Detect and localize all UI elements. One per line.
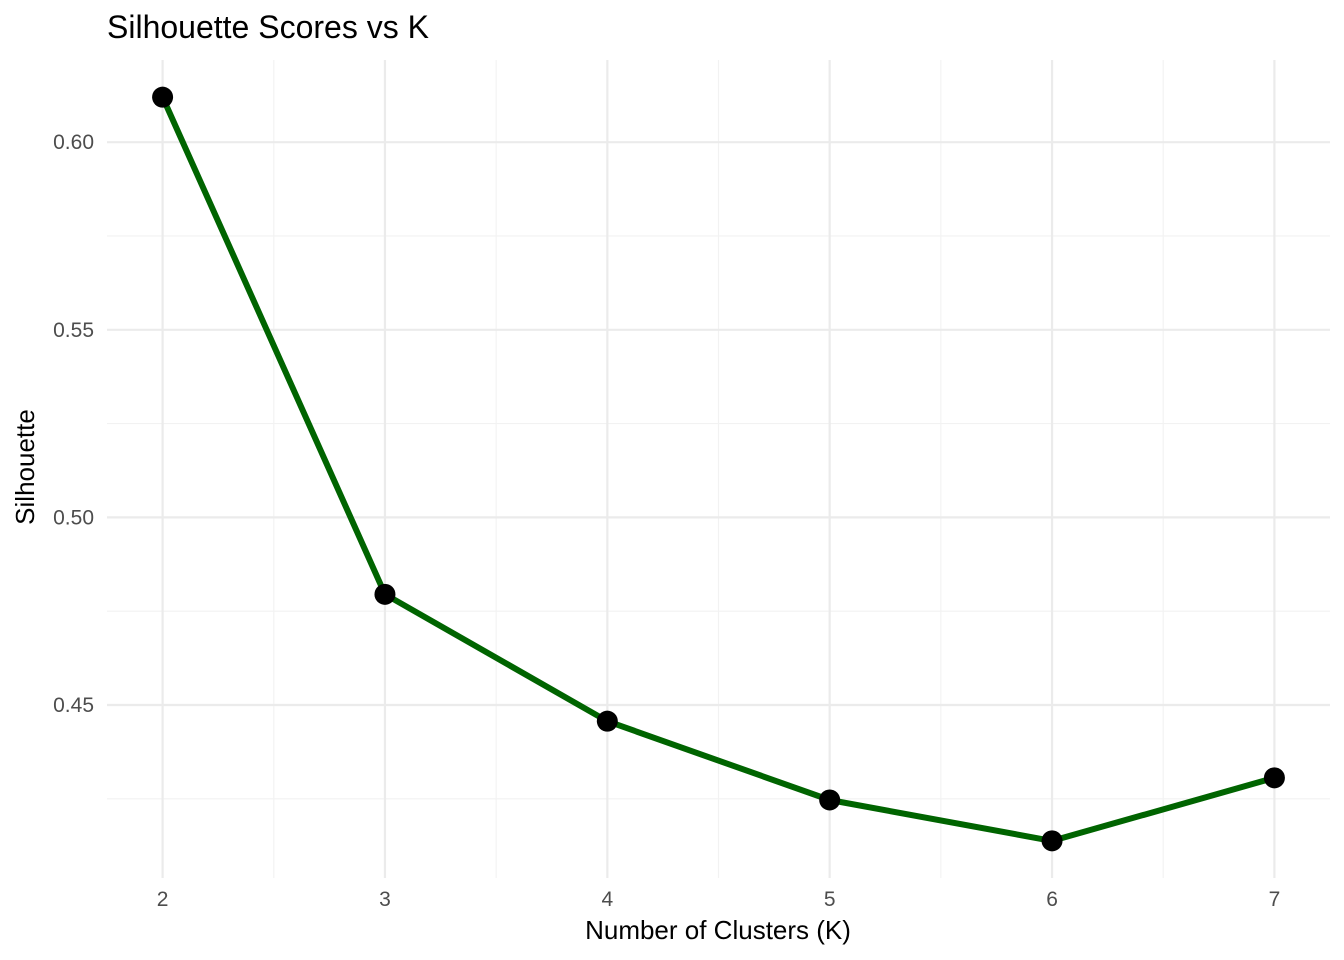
grid-layer [107,60,1330,878]
data-point [596,710,618,732]
x-tick-label: 2 [157,888,169,911]
x-axis-title: Number of Clusters (K) [585,915,851,945]
y-tick-label: 0.55 [53,319,94,342]
x-tick-label: 4 [601,888,613,911]
y-tick-label: 0.60 [53,131,94,154]
data-point [1041,830,1063,852]
data-point [1263,767,1285,789]
x-axis-tick-labels: 2 3 4 5 6 7 [157,888,1281,911]
y-axis-tick-labels: 0.45 0.50 0.55 0.60 [53,131,94,717]
series-line [159,95,1276,844]
chart-title: Silhouette Scores vs K [107,9,429,45]
x-tick-label: 5 [824,888,836,911]
y-axis-title: Silhouette [10,409,40,525]
x-tick-label: 6 [1046,888,1058,911]
data-point [152,86,174,108]
y-tick-label: 0.45 [53,694,94,717]
x-tick-label: 3 [379,888,391,911]
x-tick-label: 7 [1269,888,1281,911]
points-layer [152,86,1285,852]
data-point [819,789,841,811]
y-tick-label: 0.50 [53,506,94,529]
data-point [374,583,396,605]
series-layer [159,95,1276,844]
